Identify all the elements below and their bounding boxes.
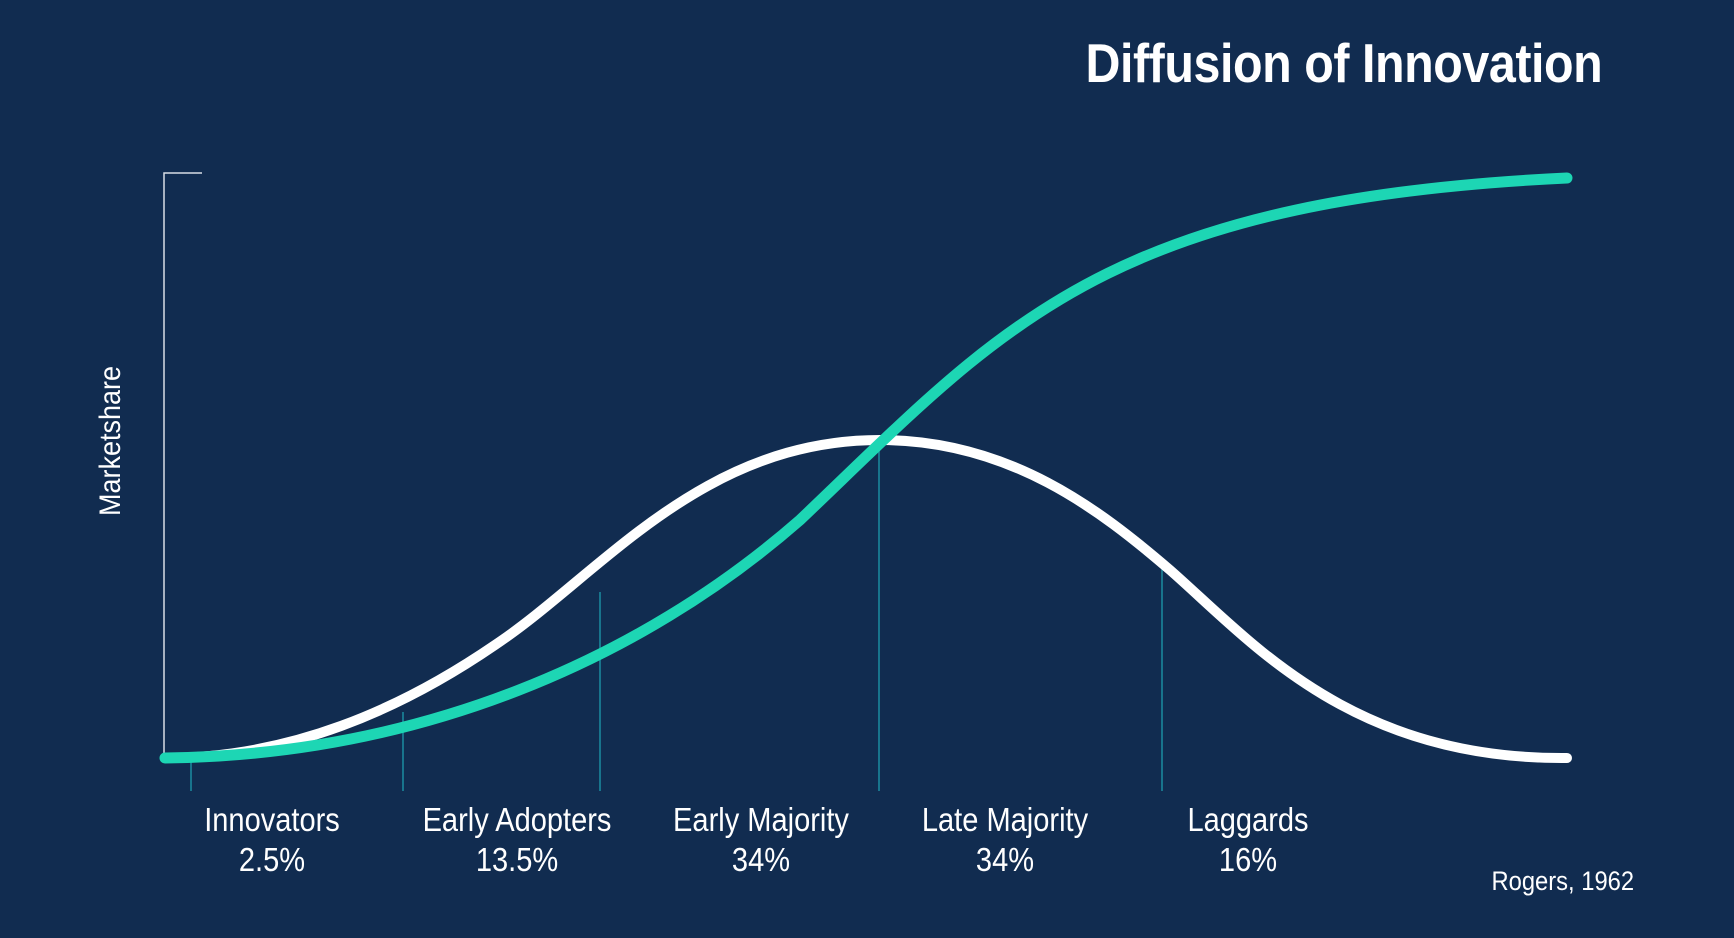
segment-laggards: Laggards 16% xyxy=(1138,800,1358,880)
segment-name: Early Majority xyxy=(673,801,849,838)
source-citation: Rogers, 1962 xyxy=(1491,866,1634,896)
segment-percent: 16% xyxy=(1218,841,1278,878)
segment-early-adopters: Early Adopters 13.5% xyxy=(407,800,627,880)
segment-percent: 34% xyxy=(731,841,791,878)
segment-percent: 2.5% xyxy=(238,841,306,878)
bell-curve xyxy=(160,434,1572,764)
segment-name: Late Majority xyxy=(921,801,1089,838)
segment-percent: 13.5% xyxy=(475,841,559,878)
segment-late-majority: Late Majority 34% xyxy=(895,800,1115,880)
diagram-title: Diffusion of Innovation xyxy=(1085,32,1602,94)
y-axis-line xyxy=(163,172,202,758)
segment-early-majority: Early Majority 34% xyxy=(651,800,871,880)
segment-percent: 34% xyxy=(975,841,1035,878)
s-curve xyxy=(159,172,1573,764)
segment-name: Laggards xyxy=(1187,801,1309,838)
segment-name: Innovators xyxy=(204,801,340,838)
segment-name: Early Adopters xyxy=(422,801,612,838)
segment-innovators: Innovators 2.5% xyxy=(162,800,382,880)
